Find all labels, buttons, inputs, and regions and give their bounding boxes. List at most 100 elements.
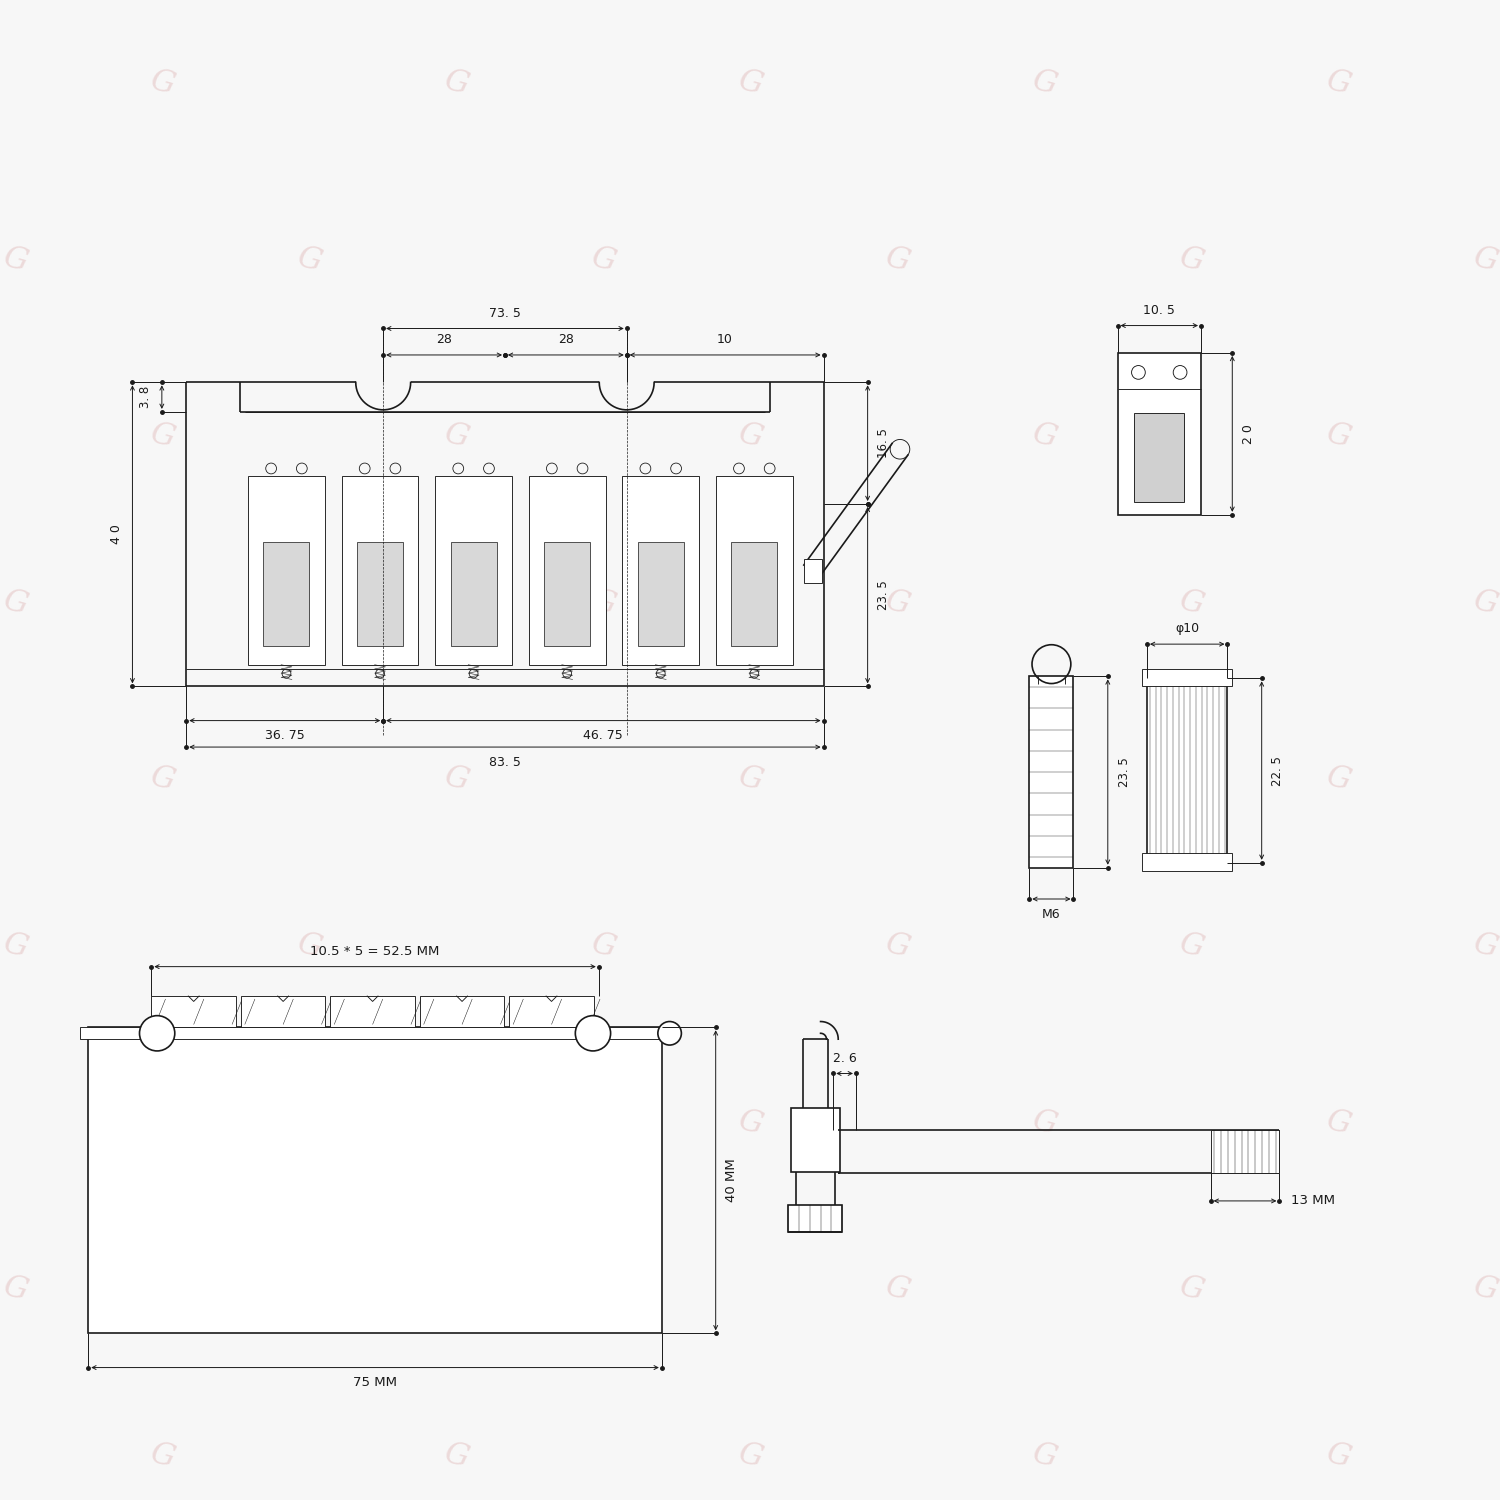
Text: G: G <box>146 762 177 798</box>
Text: G: G <box>0 1270 30 1308</box>
Text: G: G <box>1176 242 1208 278</box>
Text: G: G <box>882 928 914 964</box>
Text: G: G <box>734 66 766 102</box>
Text: G: G <box>734 762 766 798</box>
Bar <box>732 543 777 646</box>
Text: 16. 5: 16. 5 <box>878 427 891 458</box>
Text: 75 MM: 75 MM <box>352 1377 398 1389</box>
Text: 23. 5: 23. 5 <box>1118 758 1131 788</box>
Text: G: G <box>882 585 914 621</box>
Text: G: G <box>1470 242 1500 278</box>
Text: G: G <box>1029 66 1060 102</box>
Bar <box>716 477 792 664</box>
Text: 10.5 * 5 = 52.5 MM: 10.5 * 5 = 52.5 MM <box>310 945 440 958</box>
Bar <box>1148 678 1227 862</box>
Bar <box>357 543 404 646</box>
Text: G: G <box>440 1437 471 1474</box>
Bar <box>81 1028 669 1039</box>
Bar <box>1142 669 1233 687</box>
Text: G: G <box>882 1270 914 1308</box>
Text: 2 0: 2 0 <box>1242 424 1256 444</box>
Text: G: G <box>586 242 618 278</box>
Text: G: G <box>1176 1270 1208 1308</box>
Bar <box>1134 413 1185 503</box>
Text: G: G <box>0 242 30 278</box>
Bar <box>450 543 497 646</box>
Bar <box>1029 676 1074 867</box>
Circle shape <box>140 1016 176 1052</box>
Bar <box>152 996 236 1028</box>
Bar <box>1142 853 1233 870</box>
Text: G: G <box>292 928 324 964</box>
Text: G: G <box>1029 762 1060 798</box>
Bar <box>530 477 606 664</box>
Text: G: G <box>440 66 471 102</box>
Text: G: G <box>1470 1270 1500 1308</box>
Text: 40 MM: 40 MM <box>726 1158 738 1202</box>
Circle shape <box>658 1022 681 1046</box>
Text: 36. 75: 36. 75 <box>266 729 305 742</box>
Text: G: G <box>292 585 324 621</box>
Text: G: G <box>146 1104 177 1140</box>
Text: G: G <box>586 928 618 964</box>
Text: G: G <box>440 762 471 798</box>
Text: G: G <box>292 242 324 278</box>
Text: 3. 8: 3. 8 <box>140 386 152 408</box>
Text: G: G <box>146 1437 177 1474</box>
Text: G: G <box>586 585 618 621</box>
Text: G: G <box>1323 762 1354 798</box>
Text: 73. 5: 73. 5 <box>489 306 520 320</box>
Text: 13 MM: 13 MM <box>1292 1194 1335 1208</box>
Text: G: G <box>1470 585 1500 621</box>
Text: G: G <box>734 1437 766 1474</box>
Bar <box>622 477 699 664</box>
Text: 10: 10 <box>717 333 734 346</box>
Bar <box>790 1108 840 1172</box>
Text: G: G <box>734 419 766 454</box>
Text: G: G <box>1323 66 1354 102</box>
Bar <box>330 996 416 1028</box>
Bar <box>435 477 512 664</box>
Bar <box>544 543 590 646</box>
Text: 28: 28 <box>436 333 451 346</box>
Text: 83. 5: 83. 5 <box>489 756 520 770</box>
Bar <box>88 1028 662 1334</box>
Text: G: G <box>1323 1437 1354 1474</box>
Circle shape <box>576 1016 610 1052</box>
Text: G: G <box>1029 419 1060 454</box>
Bar <box>248 477 326 664</box>
Text: G: G <box>1176 928 1208 964</box>
Text: G: G <box>1176 585 1208 621</box>
Text: M6: M6 <box>1042 908 1060 921</box>
Text: 28: 28 <box>558 333 573 346</box>
Text: φ10: φ10 <box>1174 622 1200 636</box>
Bar <box>342 477 418 664</box>
Bar <box>1118 352 1202 514</box>
Text: G: G <box>1029 1104 1060 1140</box>
Bar <box>638 543 684 646</box>
Text: G: G <box>146 419 177 454</box>
Text: G: G <box>734 1104 766 1140</box>
Text: 23. 5: 23. 5 <box>878 580 891 610</box>
Text: 2. 6: 2. 6 <box>833 1052 856 1065</box>
Bar <box>420 996 504 1028</box>
Text: G: G <box>292 1270 324 1308</box>
Text: 46. 75: 46. 75 <box>584 729 622 742</box>
Text: G: G <box>1470 928 1500 964</box>
Text: G: G <box>146 66 177 102</box>
Text: 10. 5: 10. 5 <box>1143 303 1174 316</box>
Text: G: G <box>1029 1437 1060 1474</box>
Bar <box>264 543 309 646</box>
Text: G: G <box>0 928 30 964</box>
Bar <box>242 996 326 1028</box>
Text: 4 0: 4 0 <box>110 525 123 544</box>
Text: G: G <box>440 1104 471 1140</box>
Text: G: G <box>440 419 471 454</box>
Text: G: G <box>1323 1104 1354 1140</box>
Text: 22. 5: 22. 5 <box>1272 756 1284 786</box>
Text: G: G <box>1323 419 1354 454</box>
Text: G: G <box>586 1270 618 1308</box>
Text: G: G <box>0 585 30 621</box>
Bar <box>804 560 822 582</box>
Bar <box>788 1204 842 1233</box>
